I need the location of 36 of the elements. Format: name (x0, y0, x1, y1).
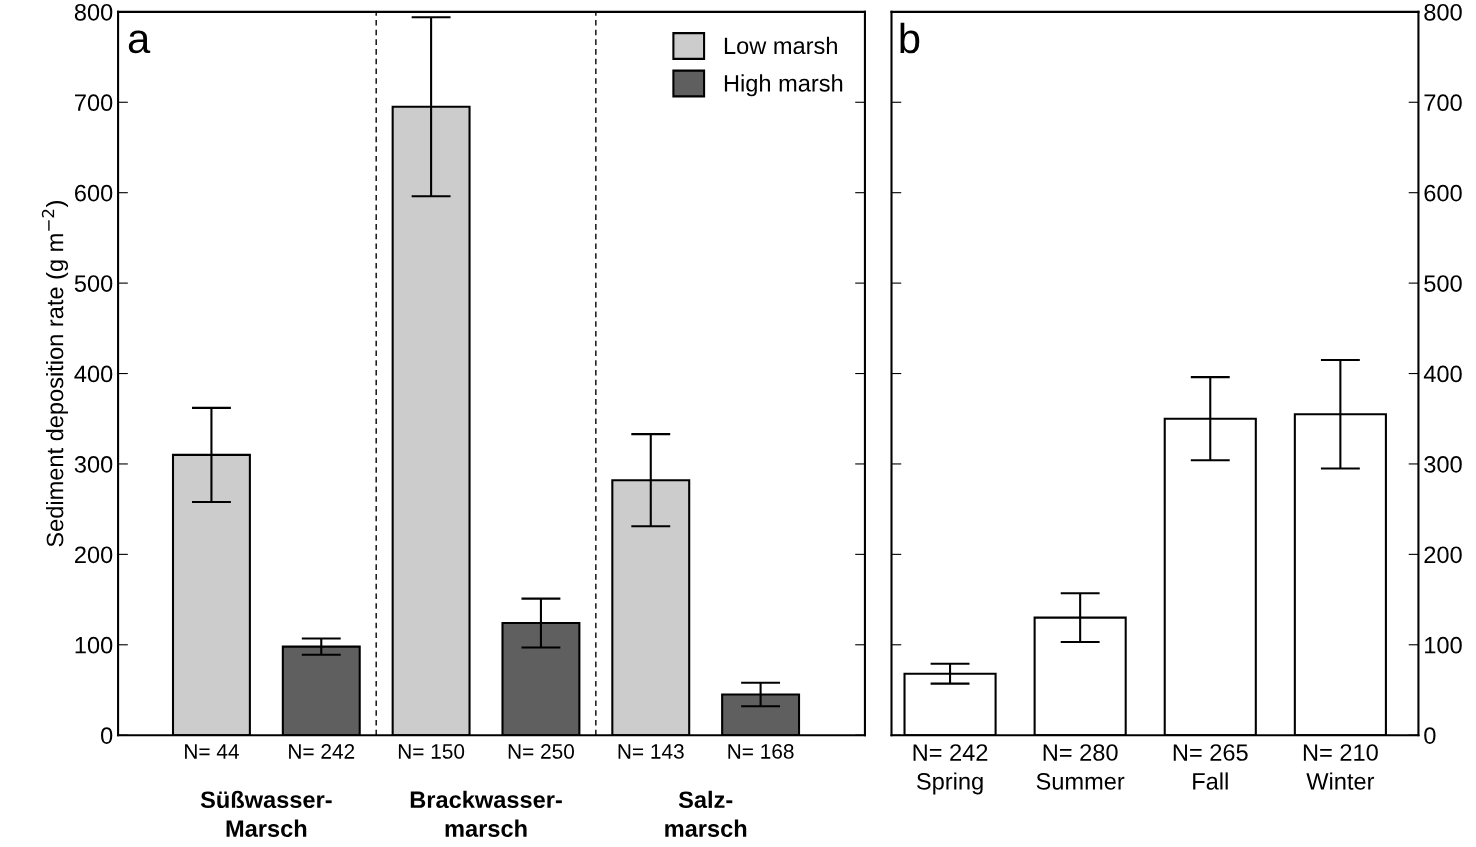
x-tick-label: N= 143 (618, 744, 684, 759)
y-tick-label: 800 (74, 3, 113, 21)
y2-tick-label: 800 (1424, 3, 1462, 21)
y-tick-label: 300 (74, 456, 113, 473)
y-tick-label: 400 (74, 365, 113, 383)
text: Salz- marsch (665, 790, 747, 837)
x-tick-label: N= 168 (728, 744, 794, 759)
x-tick-label: N= 210 Winter (1303, 744, 1378, 790)
x-tick-label: N= 242 (289, 744, 355, 759)
y2-tick-label: 400 (1423, 365, 1462, 383)
text: Süßwasser- Marsch (200, 790, 332, 837)
y2-tick-label: 600 (1424, 184, 1462, 202)
x-tick-label: N= 265 Fall (1173, 744, 1248, 790)
y2-tick-label: 0 (1424, 727, 1436, 744)
y-tick-label: 100 (75, 636, 113, 654)
y-tick-label: 0 (101, 727, 113, 744)
legend-label: High marsh (724, 74, 843, 97)
x-tick-label: N= 280 Summer (1036, 744, 1125, 790)
chart-title: b (900, 22, 920, 54)
y2-tick-label: 100 (1425, 636, 1462, 654)
y-tick-label: 600 (75, 184, 113, 202)
y2-tick-label: 500 (1424, 275, 1462, 292)
chart-title: a (128, 30, 151, 54)
y2-tick-label: 200 (1424, 546, 1462, 564)
x-tick-label: N= 44 (185, 744, 239, 759)
y-tick-label: 200 (75, 546, 113, 564)
x-tick-label: N= 250 (508, 744, 574, 759)
text: Brackwasser- marsch (410, 790, 562, 837)
y-axis-title: Sediment deposition rate (g m$^{−2}$) (41, 201, 69, 547)
legend-label: Low marsh (724, 36, 837, 55)
y2-tick-label: 300 (1424, 456, 1462, 473)
y-tick-label: 500 (74, 275, 113, 292)
y-tick-label: 700 (75, 94, 113, 112)
x-tick-label: N= 242 Spring (913, 744, 988, 795)
x-tick-label: N= 150 (398, 744, 465, 759)
y2-tick-label: 700 (1424, 94, 1462, 112)
